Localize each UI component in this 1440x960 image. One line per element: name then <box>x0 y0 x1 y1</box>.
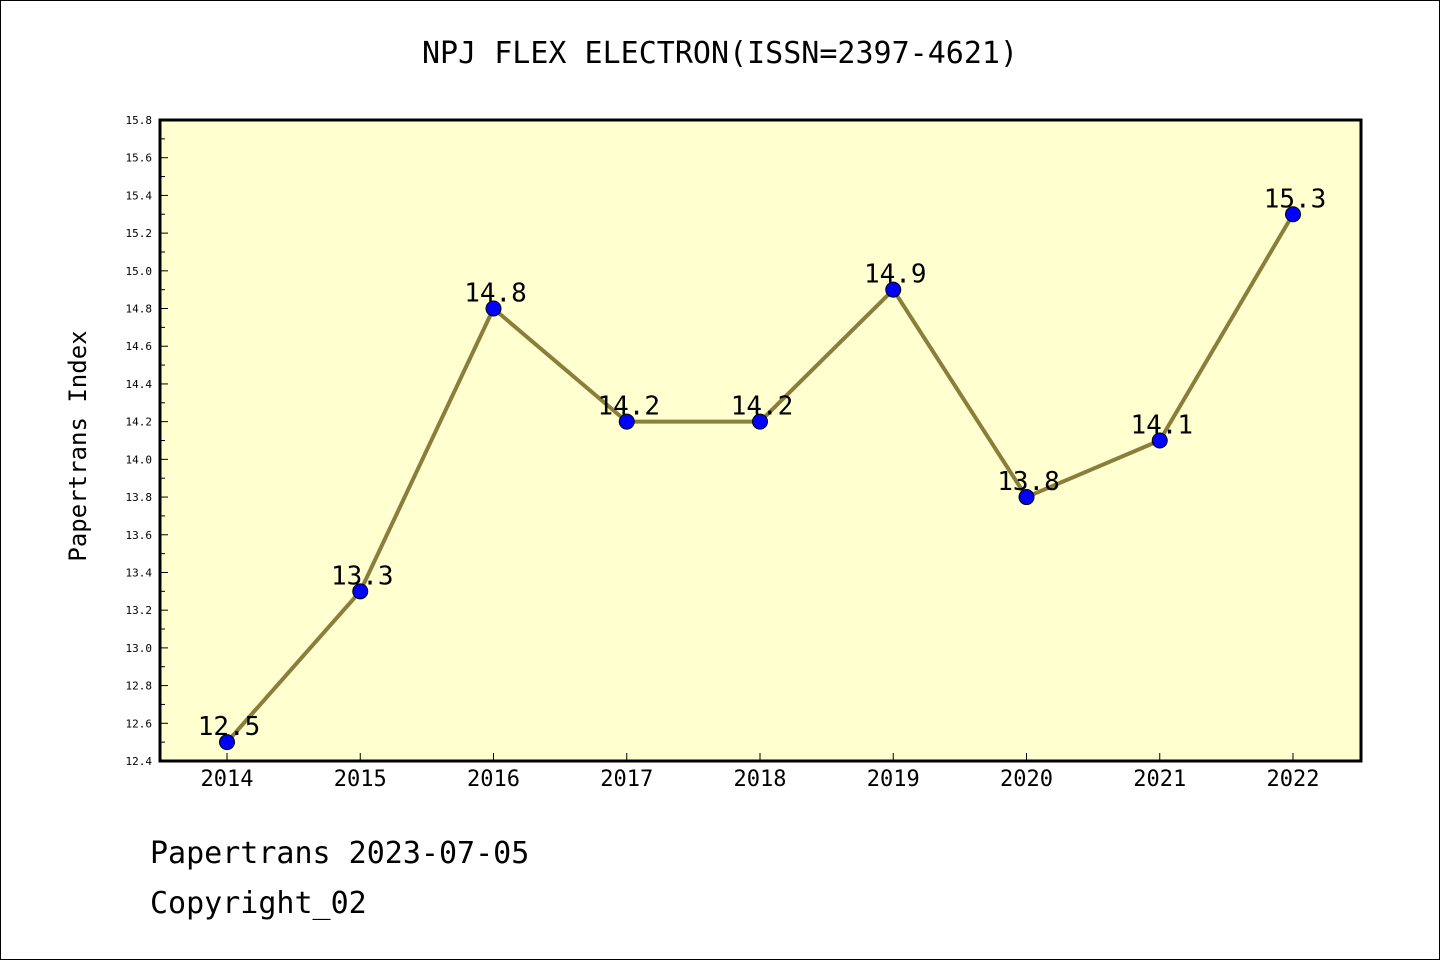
data-label-group: 12.5 13.3 14.8 14.2 14.2 14.9 13.8 14.1 15.3 <box>198 184 1327 742</box>
y-tick-label: 15.6 <box>126 152 153 165</box>
y-tick-label: 14.8 <box>126 303 153 316</box>
x-tick-label: 2014 <box>201 767 254 792</box>
footer-date: Papertrans 2023-07-05 <box>150 836 530 871</box>
series-line-group <box>219 206 1301 751</box>
y-tick-label: 14.2 <box>126 416 153 429</box>
data-point-marker <box>1151 432 1168 449</box>
data-label: 14.2 <box>597 392 660 422</box>
data-point-marker <box>1285 206 1301 223</box>
x-tick-label: 2019 <box>867 767 920 792</box>
x-tick-label: 2016 <box>467 767 520 792</box>
x-axis: 2014 2015 2016 2017 2018 2019 2020 2021 2022 <box>201 753 1320 792</box>
y-tick-label: 13.6 <box>126 529 153 542</box>
y-tick-label: 15.8 <box>126 114 153 127</box>
data-label: 14.2 <box>731 392 794 422</box>
data-point-marker <box>352 583 369 600</box>
y-tick-label: 13.0 <box>126 642 153 655</box>
y-axis-label: Papertrans Index <box>64 330 92 561</box>
y-tick-label: 15.0 <box>126 265 153 278</box>
x-tick-label: 2020 <box>1000 767 1053 792</box>
y-tick-label: 15.2 <box>126 227 153 240</box>
chart-title: NPJ FLEX ELECTRON(ISSN=2397-4621) <box>421 36 1019 71</box>
data-label: 13.3 <box>331 561 394 591</box>
y-axis: 12.4 12.6 12.8 13.0 13.2 13.4 13.6 13.8 14.0 14.2… <box>126 114 168 768</box>
data-label: 15.3 <box>1264 184 1327 214</box>
data-point-marker <box>618 413 635 430</box>
y-tick-label: 13.4 <box>126 566 153 579</box>
data-label: 13.8 <box>997 467 1060 497</box>
y-tick-label: 14.4 <box>126 378 153 391</box>
x-tick-label: 2022 <box>1267 767 1320 792</box>
data-point-marker <box>885 281 902 298</box>
plot-area <box>158 118 1363 763</box>
data-label: 14.9 <box>864 260 927 290</box>
data-point-marker <box>485 300 502 317</box>
data-label: 14.1 <box>1130 411 1193 441</box>
data-point-marker <box>1018 489 1035 506</box>
y-tick-label: 12.8 <box>126 680 153 693</box>
data-point-marker <box>752 413 768 430</box>
data-label: 14.8 <box>464 279 527 309</box>
y-tick-label: 12.4 <box>126 755 153 768</box>
x-tick-label: 2015 <box>334 767 387 792</box>
y-tick-label: 13.8 <box>126 491 153 504</box>
footer-copyright: Copyright_02 <box>150 886 367 921</box>
y-tick-label: 12.6 <box>126 717 153 730</box>
x-tick-label: 2017 <box>600 767 653 792</box>
y-tick-label: 13.2 <box>126 604 153 617</box>
y-tick-label: 14.0 <box>126 453 153 466</box>
x-tick-label: 2018 <box>734 767 787 792</box>
y-tick-label: 14.6 <box>126 340 153 353</box>
x-tick-label: 2021 <box>1133 767 1186 792</box>
data-label: 12.5 <box>198 712 261 742</box>
y-tick-label: 15.4 <box>126 189 153 202</box>
data-point-marker <box>219 734 235 751</box>
